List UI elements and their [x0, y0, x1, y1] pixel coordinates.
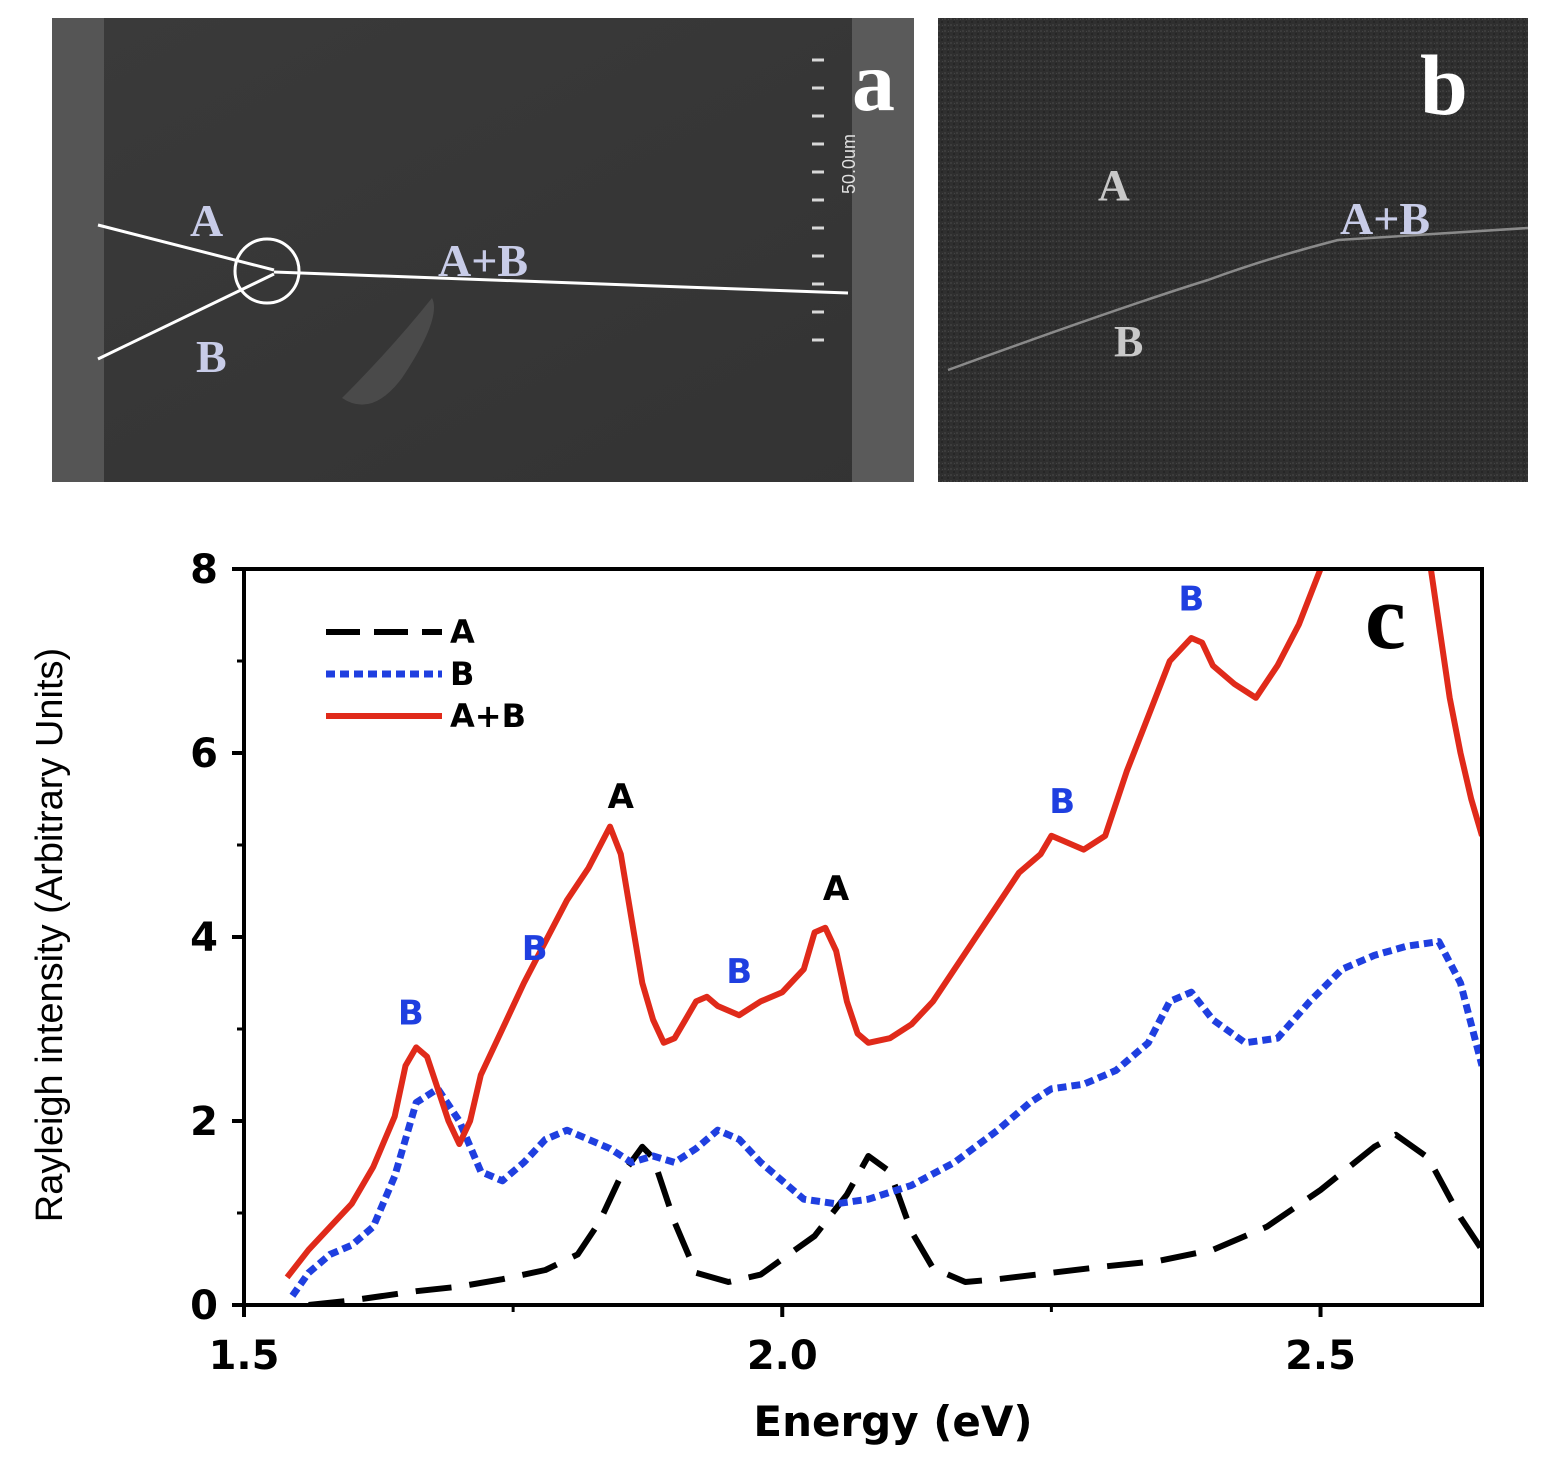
- peak-annotation-4: A: [823, 869, 850, 909]
- legend: AB A+B: [326, 613, 526, 735]
- legend-label: A+B: [450, 697, 526, 735]
- peak-annotation-1: B: [522, 929, 548, 969]
- peak-annotation-5: B: [1049, 782, 1075, 822]
- x-tick-label: 2.0: [747, 1333, 818, 1379]
- panel-b-scattering-image: A B A+B b: [938, 18, 1528, 482]
- y-tick-label: 2: [190, 1099, 218, 1145]
- x-tick-label: 1.5: [209, 1333, 280, 1379]
- series-line-b: [289, 938, 1482, 1298]
- panel-c-letter: c: [1365, 566, 1406, 668]
- panel-a-left-electrode: [52, 18, 104, 482]
- plot-frame: [242, 567, 1484, 1307]
- panel-a-image: 50.0um A B A+B a: [52, 18, 914, 482]
- panel-a-scale-ticks: [812, 58, 824, 342]
- peak-annotation-0: B: [398, 993, 424, 1033]
- x-axis-label: Energy (eV): [753, 1397, 1032, 1446]
- peak-annotation-6: B: [1178, 579, 1204, 619]
- panel-a-tube-lines: [97, 223, 849, 361]
- panel-a-scale-label: 50.0um: [839, 134, 859, 194]
- peak-annotation-3: B: [726, 952, 752, 992]
- panel-b-label-AB: A+B: [1340, 193, 1430, 244]
- series-line-a: [308, 1131, 1482, 1305]
- panel-a-label-A: A: [190, 195, 223, 246]
- y-tick-label: 0: [190, 1283, 218, 1329]
- panel-a-label-AB: A+B: [438, 235, 528, 286]
- panel-b-letter: b: [1420, 37, 1468, 133]
- series-line-a-b: [284, 569, 1482, 1280]
- panel-a-label-B: B: [196, 331, 227, 382]
- y-axis-label: Rayleigh intensity (Arbitrary Units): [29, 648, 71, 1222]
- panel-a-letter: a: [852, 33, 895, 129]
- legend-label: A: [450, 613, 475, 651]
- panel-a-blur-feature: [342, 298, 434, 405]
- legend-label: B: [450, 655, 474, 693]
- panel-b-background: [938, 18, 1528, 482]
- panel-b-label-B: B: [1114, 317, 1143, 366]
- y-tick-label: 8: [190, 547, 218, 593]
- y-tick-label: 4: [190, 915, 218, 961]
- panel-b-image: A B A+B b: [938, 18, 1528, 482]
- panel-a-micrograph: 50.0um A B A+B a: [52, 18, 914, 482]
- panel-b-tube-trace: [947, 226, 1528, 372]
- peak-annotation-2: A: [608, 777, 635, 817]
- axes-layer: 1.5 2.0 2.5 0 2 4 6 8: [190, 547, 1484, 1379]
- y-tick-label: 6: [190, 731, 218, 777]
- panel-b-label-A: A: [1098, 161, 1130, 210]
- x-tick-label: 2.5: [1285, 1333, 1356, 1379]
- panel-a-right-electrode: [852, 18, 914, 482]
- series-layer: [284, 569, 1482, 1305]
